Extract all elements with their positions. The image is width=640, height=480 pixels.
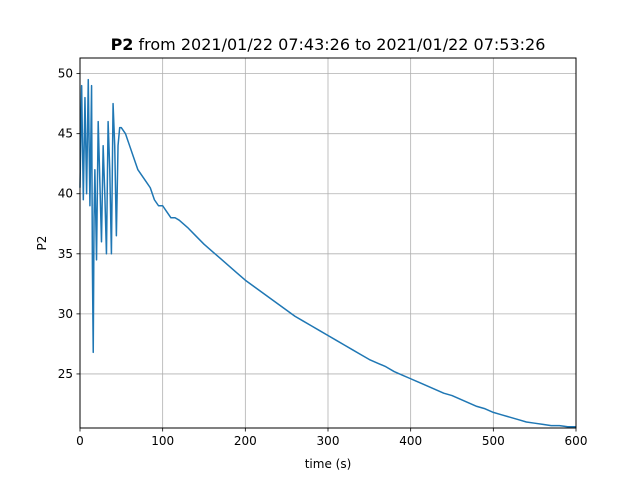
y-tick-label: 45 bbox=[58, 127, 73, 141]
x-tick-label: 400 bbox=[399, 434, 422, 448]
chart-title: P2 from 2021/01/22 07:43:26 to 2021/01/2… bbox=[111, 35, 546, 54]
x-tick-label: 0 bbox=[76, 434, 84, 448]
x-tick-label: 100 bbox=[151, 434, 174, 448]
series-line bbox=[79, 78, 576, 428]
x-tick-label: 500 bbox=[482, 434, 505, 448]
x-axis-label: time (s) bbox=[305, 457, 352, 471]
x-tick-label: 300 bbox=[317, 434, 340, 448]
y-axis: 25 30 35 40 45 50 bbox=[58, 67, 80, 381]
y-tick-label: 35 bbox=[58, 247, 73, 261]
x-tick-label: 200 bbox=[234, 434, 257, 448]
y-tick-label: 25 bbox=[58, 367, 73, 381]
plot-area bbox=[79, 78, 576, 428]
chart-title-variable: P2 bbox=[111, 35, 134, 54]
grid-lines bbox=[79, 58, 577, 428]
x-tick-label: 600 bbox=[565, 434, 588, 448]
y-tick-label: 40 bbox=[58, 187, 73, 201]
y-tick-label: 50 bbox=[58, 67, 73, 81]
y-tick-label: 30 bbox=[58, 307, 73, 321]
y-axis-label: P2 bbox=[35, 236, 49, 251]
x-axis: 0 100 200 300 400 500 600 bbox=[76, 428, 587, 448]
chart-title-range: from 2021/01/22 07:43:26 to 2021/01/22 0… bbox=[133, 35, 545, 54]
